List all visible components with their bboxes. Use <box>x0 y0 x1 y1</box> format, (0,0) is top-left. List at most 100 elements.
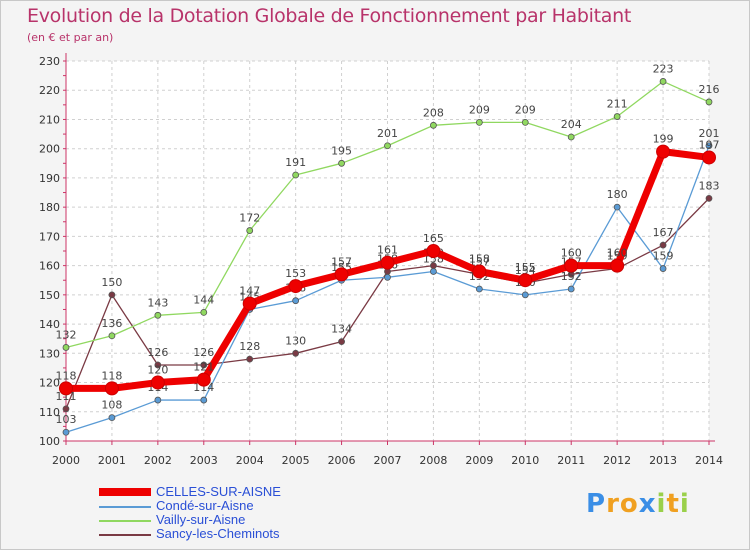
data-label-vailly-sur-aisne: 216 <box>699 83 720 96</box>
logo-letter: i <box>679 489 690 519</box>
data-point-vailly-sur-aisne <box>292 171 300 179</box>
data-point-cond-sur-aisne <box>613 203 621 211</box>
logo-letter: t <box>666 489 680 519</box>
data-label-vailly-sur-aisne: 211 <box>607 98 628 111</box>
data-point-celles-sur-aisne <box>610 258 625 273</box>
y-tick-label: 220 <box>39 84 60 97</box>
data-label-cond-sur-aisne: 108 <box>101 399 122 412</box>
data-label-vailly-sur-aisne: 223 <box>653 62 674 75</box>
data-point-celles-sur-aisne <box>288 279 303 294</box>
x-tick-label: 2003 <box>190 454 218 467</box>
x-tick-label: 2005 <box>282 454 310 467</box>
data-point-celles-sur-aisne <box>564 258 579 273</box>
x-tick-label: 2002 <box>144 454 172 467</box>
data-point-vailly-sur-aisne <box>108 332 116 340</box>
line-chart: 100 110 120 130 140 150 160 170 180 190 200 210 220 2… <box>39 53 723 467</box>
data-label-vailly-sur-aisne: 208 <box>423 106 444 119</box>
data-point-vailly-sur-aisne <box>659 78 667 85</box>
x-tick-label: 2001 <box>98 454 126 467</box>
data-point-cond-sur-aisne <box>567 285 575 293</box>
data-point-vailly-sur-aisne <box>62 344 70 351</box>
data-label-celles-sur-aisne: 160 <box>561 247 582 260</box>
y-tick-label: 150 <box>39 289 60 302</box>
data-point-celles-sur-aisne <box>702 150 716 165</box>
data-label-celles-sur-aisne: 161 <box>377 244 398 257</box>
data-point-vailly-sur-aisne <box>521 118 529 126</box>
data-label-celles-sur-aisne: 160 <box>607 247 628 260</box>
data-point-sancy-les-cheminots <box>338 338 345 346</box>
data-point-cond-sur-aisne <box>521 291 529 299</box>
logo-letter: o <box>619 489 639 519</box>
legend-label-vailly: Vailly-sur-Aisne <box>156 512 246 527</box>
data-point-celles-sur-aisne <box>472 264 487 279</box>
data-point-vailly-sur-aisne <box>384 142 391 150</box>
data-label-vailly-sur-aisne: 143 <box>147 296 168 309</box>
data-point-celles-sur-aisne <box>518 273 533 288</box>
data-label-celles-sur-aisne: 153 <box>285 267 306 280</box>
data-point-celles-sur-aisne <box>196 372 211 387</box>
data-label-cond-sur-aisne: 180 <box>607 188 628 201</box>
data-point-sancy-les-cheminots <box>200 361 208 369</box>
data-label-vailly-sur-aisne: 209 <box>515 103 536 116</box>
data-label-cond-sur-aisne: 201 <box>699 127 720 140</box>
data-label-cond-sur-aisne: 114 <box>193 381 214 394</box>
data-point-sancy-les-cheminots <box>292 349 300 357</box>
data-point-vailly-sur-aisne <box>475 118 483 126</box>
data-label-vailly-sur-aisne: 191 <box>285 156 306 169</box>
data-label-celles-sur-aisne: 158 <box>469 252 490 265</box>
data-point-vailly-sur-aisne <box>613 113 621 120</box>
y-tick-label: 120 <box>39 377 60 390</box>
data-point-cond-sur-aisne <box>154 396 162 404</box>
data-point-vailly-sur-aisne <box>200 308 208 316</box>
data-label-vailly-sur-aisne: 209 <box>469 103 490 116</box>
data-point-cond-sur-aisne <box>475 285 483 293</box>
data-point-cond-sur-aisne <box>384 273 391 281</box>
data-label-celles-sur-aisne: 155 <box>515 261 536 274</box>
data-label-celles-sur-aisne: 199 <box>653 133 674 146</box>
data-label-sancy-les-cheminots: 130 <box>285 334 306 347</box>
axes: 100 110 120 130 140 150 160 170 180 190 200 210 220 2… <box>39 53 723 467</box>
y-tick-label: 130 <box>39 347 60 360</box>
x-tick-label: 2006 <box>328 454 356 467</box>
logo-letter: r <box>606 489 620 519</box>
data-label-celles-sur-aisne: 147 <box>239 285 260 298</box>
legend-label-celles: CELLES-SUR-AISNE <box>156 484 281 499</box>
data-point-celles-sur-aisne <box>380 255 395 270</box>
data-point-celles-sur-aisne <box>334 267 349 282</box>
y-tick-label: 190 <box>39 172 60 185</box>
data-label-celles-sur-aisne: 118 <box>101 369 122 382</box>
x-tick-label: 2012 <box>603 454 631 467</box>
data-label-vailly-sur-aisne: 132 <box>56 328 77 341</box>
data-label-celles-sur-aisne: 120 <box>147 364 168 377</box>
x-tick-label: 2009 <box>465 454 493 467</box>
data-point-celles-sur-aisne <box>426 244 441 258</box>
data-point-cond-sur-aisne <box>659 265 667 272</box>
legend-swatch-sancy <box>99 534 151 536</box>
x-tick-label: 2007 <box>374 454 402 467</box>
data-point-celles-sur-aisne <box>104 381 119 396</box>
data-point-cond-sur-aisne <box>108 414 116 422</box>
legend-swatch-celles <box>99 488 151 496</box>
data-point-cond-sur-aisne <box>292 297 300 305</box>
data-point-vailly-sur-aisne <box>246 227 254 234</box>
data-point-celles-sur-aisne <box>150 375 165 390</box>
y-tick-label: 200 <box>39 143 60 156</box>
logo-letter: x <box>638 489 657 519</box>
legend-swatch-vailly <box>99 520 151 522</box>
data-label-sancy-les-cheminots: 150 <box>101 276 122 289</box>
data-point-vailly-sur-aisne <box>430 121 437 129</box>
series-layer: 111 150 126 126 128 130 134 158 160 157 154 157 159 1… <box>56 62 720 436</box>
proxiti-logo: Proxiti <box>586 489 690 519</box>
data-point-cond-sur-aisne <box>200 396 208 404</box>
chart-subtitle: (en € et par an) <box>27 31 114 44</box>
data-point-vailly-sur-aisne <box>338 159 345 167</box>
data-label-sancy-les-cheminots: 126 <box>193 346 214 359</box>
data-label-cond-sur-aisne: 103 <box>56 413 77 426</box>
legend-swatch-conde <box>99 506 151 508</box>
logo-letter: P <box>586 489 607 519</box>
data-label-sancy-les-cheminots: 167 <box>653 226 674 239</box>
data-point-sancy-les-cheminots <box>62 405 70 413</box>
y-tick-label: 160 <box>39 260 60 273</box>
x-tick-label: 2013 <box>649 454 677 467</box>
